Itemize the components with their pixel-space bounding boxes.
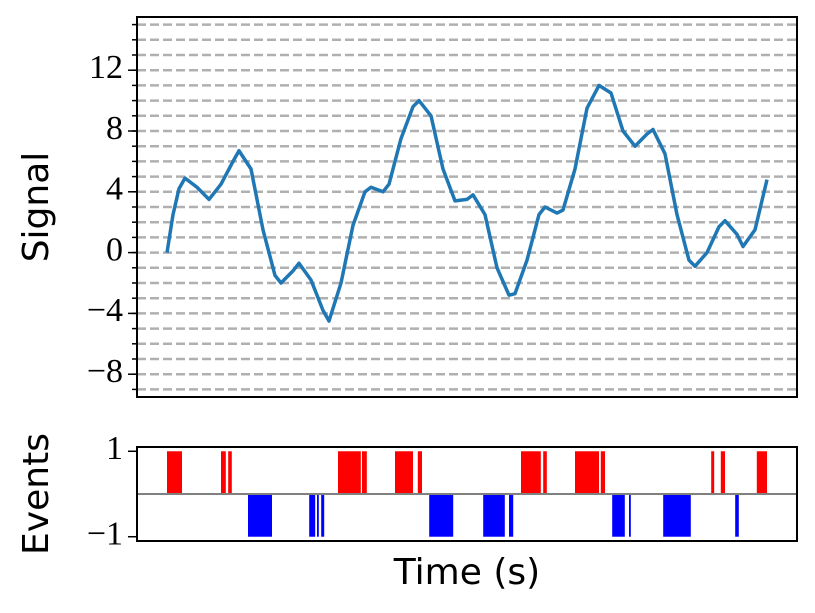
event-bar: [735, 494, 739, 537]
event-bar: [629, 494, 631, 537]
signal-line: [165, 83, 769, 323]
y-tick-label: 8: [106, 110, 123, 147]
y-axis-label: Signal: [16, 152, 57, 263]
y-axis-label: Events: [16, 433, 57, 555]
y-tick-label: −4: [87, 292, 123, 329]
event-bar: [509, 494, 514, 537]
axes-frame: [136, 16, 798, 398]
event-bar: [395, 451, 413, 494]
event-bar: [362, 451, 367, 494]
event-bar: [521, 451, 541, 494]
event-bar: [429, 494, 454, 537]
event-bar: [221, 451, 226, 494]
event-bar: [543, 451, 547, 494]
event-bar: [248, 494, 272, 537]
y-tick-label: 12: [89, 49, 123, 86]
y-tick-label: 1: [106, 430, 123, 467]
event-bar: [228, 451, 232, 494]
event-bar: [338, 451, 361, 494]
y-tick-label: −8: [87, 353, 123, 390]
event-bar: [720, 451, 725, 494]
event-bar: [575, 451, 599, 494]
y-tick-label: 4: [106, 171, 123, 208]
event-bar: [612, 494, 625, 537]
x-axis-label: Time (s): [393, 552, 540, 593]
event-bar: [317, 494, 319, 537]
axes-frame: [136, 446, 798, 542]
event-bar: [756, 451, 767, 494]
event-bar: [309, 494, 316, 537]
event-bar: [167, 451, 182, 494]
event-bar: [600, 451, 605, 494]
event-bar: [711, 451, 715, 494]
y-tick-label: 0: [106, 231, 123, 268]
y-tick-label: −1: [87, 516, 123, 553]
event-bar: [483, 494, 505, 537]
event-bar: [417, 451, 422, 494]
event-bar: [663, 494, 691, 537]
event-bar: [321, 494, 325, 537]
